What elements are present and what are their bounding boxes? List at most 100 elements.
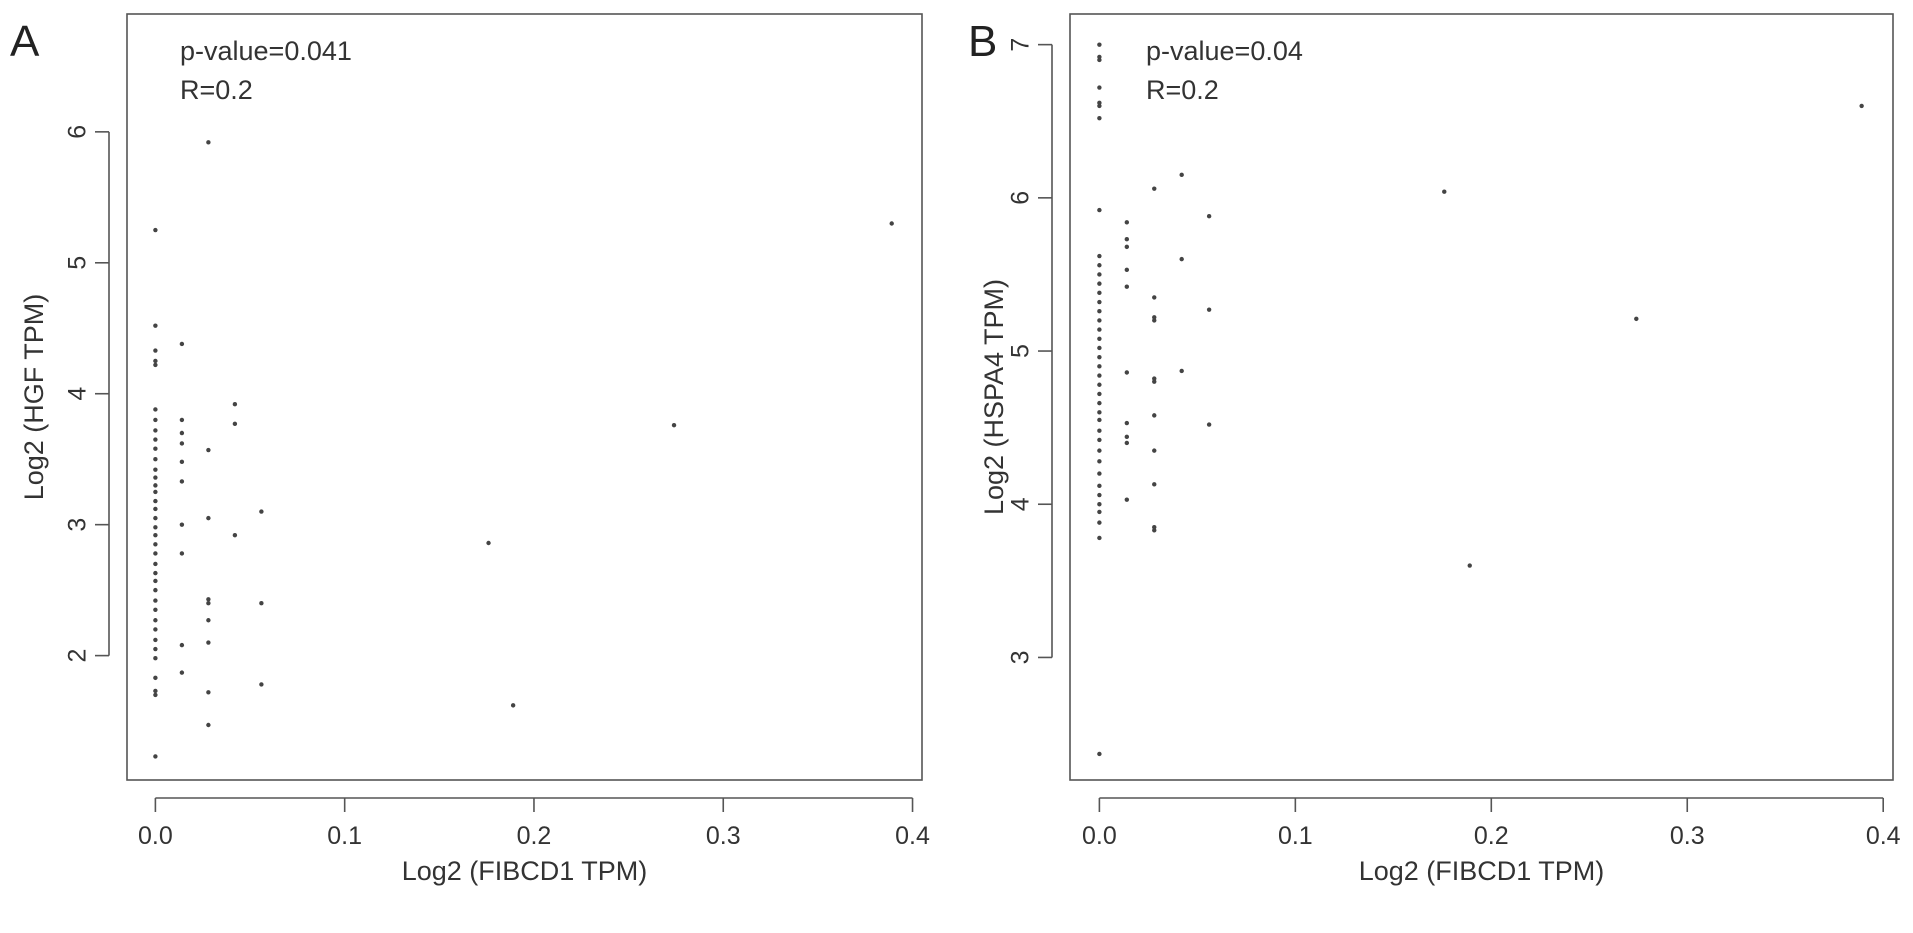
scatter-point [153, 627, 158, 632]
scatter-point [179, 522, 185, 527]
x-axis-title: Log2 (FIBCD1 TPM) [402, 856, 648, 886]
scatter-point [153, 498, 158, 504]
scatter-point [153, 407, 158, 412]
scatter-point [1442, 189, 1447, 194]
scatter-point [153, 437, 158, 442]
scatter-point [153, 227, 158, 233]
scatter-point [259, 682, 264, 687]
scatter-point [153, 428, 158, 433]
scatter-point [206, 640, 211, 645]
scatter-point [1124, 440, 1130, 446]
panel-b: B 0.0 0.1 0.2 0.3 0.4 3 4 5 6 7 Log2 (FIBCD1 TPM) Lo… [968, 13, 1901, 886]
scatter-point [1097, 263, 1102, 268]
scatter-point [153, 348, 158, 353]
scatter-point [153, 551, 158, 556]
scatter-point [1152, 318, 1157, 323]
y-tick-label: 6 [64, 125, 92, 139]
scatter-point [153, 754, 158, 759]
scatter-point [1097, 459, 1102, 464]
scatter-point [153, 417, 158, 423]
scatter-point [1097, 400, 1102, 406]
scatter-point [1097, 437, 1102, 443]
y-tick-label: 3 [1007, 650, 1035, 664]
panel-label: A [10, 17, 40, 66]
scatter-point [1124, 497, 1130, 502]
scatter-point [1152, 186, 1157, 191]
y-axis-title: Log2 (HGF TPM) [19, 294, 49, 501]
scatter-point [1097, 471, 1102, 476]
scatter-point [1097, 509, 1102, 515]
x-tick-label: 0.1 [1278, 822, 1313, 850]
scatter-point [1124, 284, 1130, 289]
scatter-point [153, 542, 158, 547]
scatter-point [1124, 267, 1130, 273]
scatter-point [1097, 382, 1102, 387]
scatter-point [153, 587, 158, 593]
scatter-point [1097, 309, 1102, 314]
scatter-point [1179, 256, 1184, 262]
plot-frame [1069, 13, 1894, 781]
x-tick-label: 0.0 [138, 822, 173, 850]
scatter-point [1097, 410, 1102, 415]
scatter-point [206, 447, 211, 453]
scatter-point [153, 692, 158, 698]
scatter-point [1097, 42, 1102, 47]
y-tick-label: 3 [64, 518, 92, 532]
scatter-point [153, 446, 158, 451]
scatter-point [1097, 336, 1102, 341]
scatter-point [179, 551, 185, 556]
y-tick-label: 4 [1007, 497, 1035, 511]
scatter-point [153, 506, 158, 512]
scatter-point [153, 646, 158, 652]
y-axis-title: Log2 (HSPA4 TPM) [979, 279, 1009, 515]
scatter-point [1124, 420, 1130, 426]
scatter-point [1152, 525, 1157, 530]
scatter-point [1097, 535, 1102, 541]
scatter-point [1097, 483, 1102, 489]
scatter-point [206, 690, 211, 695]
panel-label: B [968, 17, 997, 66]
scatter-point [153, 532, 158, 538]
scatter-point [206, 597, 211, 602]
scatter-point [1097, 299, 1102, 305]
x-tick-label: 0.3 [706, 822, 741, 850]
scatter-point [1124, 434, 1130, 440]
scatter-point [671, 422, 677, 428]
scatter-point [1097, 327, 1102, 332]
scatter-point [1152, 379, 1157, 384]
scatter-point [179, 417, 185, 423]
scatter-point [153, 362, 158, 368]
x-tick-label: 0.4 [1866, 822, 1901, 850]
x-tick-label: 0.4 [895, 822, 930, 850]
scatter-point [259, 509, 264, 514]
scatter-point [153, 358, 158, 364]
scatter-point [179, 479, 185, 484]
scatter-point [179, 670, 185, 675]
scatter-point [1179, 368, 1184, 374]
y-tick-label: 7 [1007, 38, 1035, 52]
scatter-point [1097, 751, 1102, 757]
x-tick-label: 0.1 [327, 822, 362, 850]
scatter-point [1124, 370, 1130, 375]
scatter-point [1152, 528, 1157, 533]
scatter-point [1097, 502, 1102, 507]
scatter-point [1859, 103, 1864, 109]
scatter-point [179, 441, 185, 446]
scatter-point [179, 459, 185, 465]
scatter-point [153, 688, 158, 694]
scatter-point [179, 341, 185, 347]
scatter-point [1097, 520, 1102, 525]
scatter-point [1152, 482, 1157, 487]
scatter-point [1097, 428, 1102, 433]
scatter-point [1124, 220, 1130, 225]
scatter-point [1097, 272, 1102, 277]
plot-frame [126, 13, 923, 781]
scatter-point [1097, 364, 1102, 369]
scatter-point [1097, 115, 1102, 121]
p-value-annotation: p-value=0.041 [180, 36, 352, 66]
scatter-point [1097, 207, 1102, 213]
scatter-point [153, 525, 158, 530]
x-tick-label: 0.3 [1670, 822, 1705, 850]
scatter-point [206, 515, 211, 521]
